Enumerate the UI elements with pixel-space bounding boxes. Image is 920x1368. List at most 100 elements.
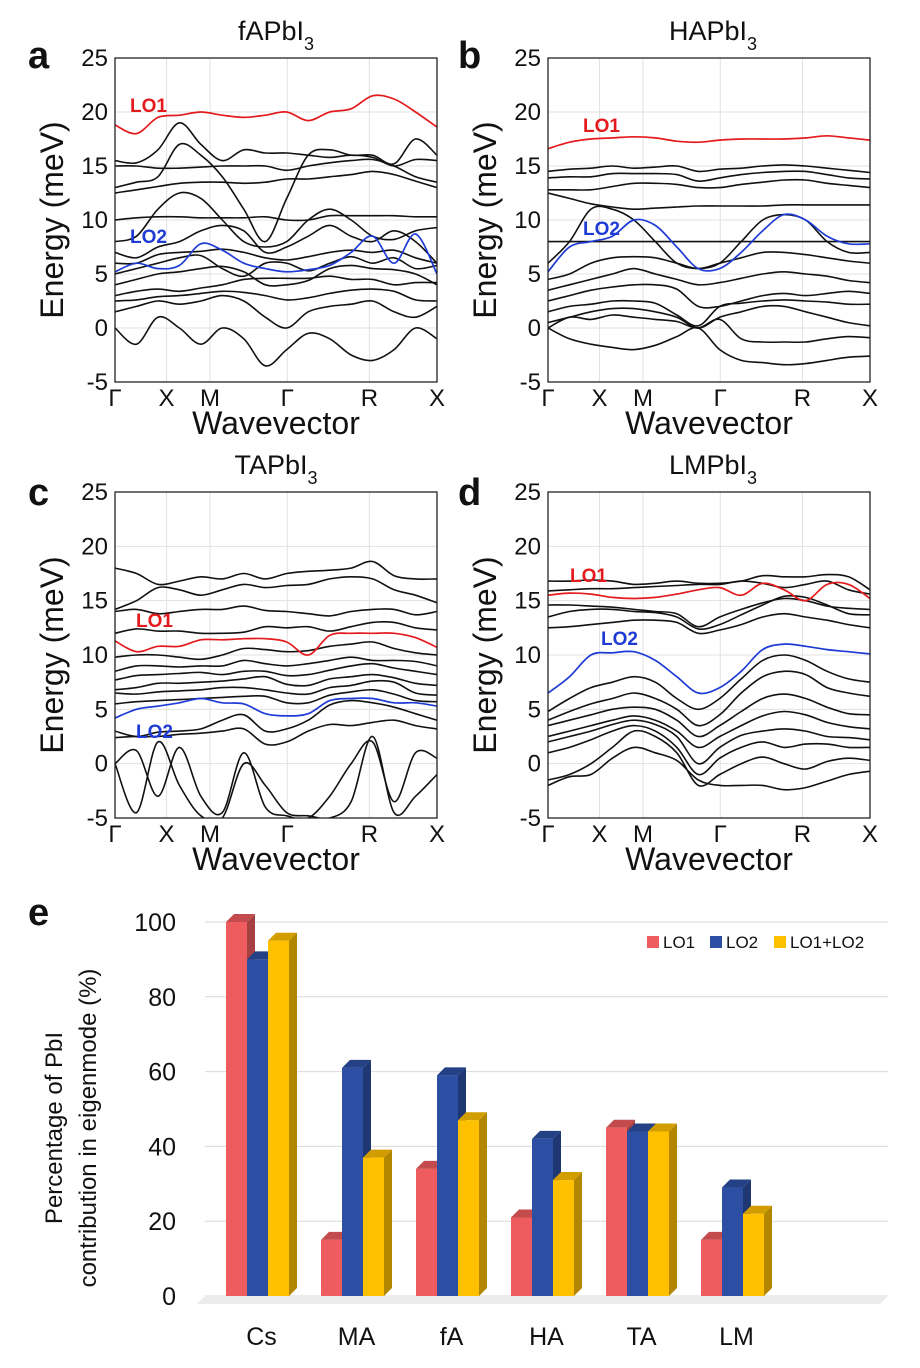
y-tick-label: -5 [520,805,541,832]
y-tick-label: -5 [87,369,108,396]
panel-title-subscript: 3 [747,468,757,488]
x-tick-label: X [592,821,608,848]
x-tick-label: X [592,385,608,412]
bar-front [342,1067,363,1296]
bar-side [479,1112,487,1296]
category-label: LM [719,1323,754,1351]
bar-side [669,1123,677,1296]
y-tick-label: 10 [81,642,108,669]
band-line [115,662,437,681]
x-tick-label: Γ [108,385,121,412]
panel-letter: d [458,472,481,514]
y-tick-label: 20 [148,1208,176,1236]
bar-front [226,922,247,1296]
y-axis-label-line1: Percentage of PbI [41,1032,68,1224]
band-line [115,621,437,635]
panel-e: e 100 80 60 40 20 0 Cs MA fA HA TA LM Percentage of P… [28,892,888,1351]
band-line [548,205,870,270]
category-label: HA [529,1323,564,1351]
bar-lo1-plus-lo2-lm [743,1205,772,1296]
bar-top [627,1123,656,1132]
bar-lo1-plus-lo2-ma [363,1149,392,1296]
bar-front [321,1239,342,1296]
band-line [548,746,870,791]
bar-top [553,1172,582,1181]
y-tick-label: 25 [514,479,541,506]
band-line [115,122,437,167]
band-line [548,299,870,327]
y-axis-label-line2: contribution in eigenmode (%) [75,969,102,1288]
panel-title-main: LMPbI [669,450,747,480]
band-line [115,719,437,746]
band-line [115,138,437,243]
y-tick-label: 15 [514,588,541,615]
y-tick-label: 10 [514,207,541,234]
y-tick-label: -5 [87,805,108,832]
legend-label: LO2 [726,933,758,952]
y-tick-label: 60 [148,1059,176,1087]
y-tick-label: 5 [528,696,541,723]
y-tick-label: 25 [81,45,108,72]
panel-title-subscript: 3 [308,468,318,488]
bar-front [743,1213,764,1296]
band-line [548,326,870,366]
band-line [548,170,870,182]
legend-swatch [647,936,659,948]
band-line [115,158,437,183]
y-tick-label: 25 [81,479,108,506]
x-tick-label: Γ [281,821,294,848]
lo1-label: LO1 [136,611,173,632]
y-axis-label: Energy (meV) [34,121,70,318]
category-label: fA [440,1323,464,1351]
band-line [115,735,437,818]
bar-front [511,1217,532,1296]
lo1-label: LO1 [583,116,620,137]
band-line [548,314,870,344]
x-axis-label: Wavevector [625,841,793,877]
bar-front [553,1180,574,1296]
category-label: MA [338,1323,376,1351]
legend-label: LO1 [663,933,695,952]
lo2-label: LO2 [130,227,167,248]
bar-top [437,1067,466,1076]
panel-letter: a [28,35,50,77]
band-line [548,594,870,630]
band-line [115,315,437,367]
band-line [115,673,437,691]
x-tick-label: R [361,821,378,848]
legend-label: LO1+LO2 [790,933,864,952]
y-tick-label: 25 [514,45,541,72]
y-tick-label: 20 [514,99,541,126]
y-tick-label: 20 [514,533,541,560]
lo1-label: LO1 [570,566,607,587]
bar-side [574,1172,582,1296]
band-line [548,597,870,628]
y-tick-label: 100 [134,909,176,937]
band-lo1 [115,94,437,135]
lo2-label: LO2 [601,629,638,650]
x-tick-label: X [159,385,175,412]
band-line [548,729,870,787]
bar-top [363,1149,392,1158]
x-tick-label: Γ [714,385,727,412]
band-line [548,251,870,281]
bar-top [606,1119,635,1128]
y-tick-label: 0 [528,315,541,342]
y-tick-label: 0 [162,1283,176,1311]
band-line [115,739,437,818]
band-line [548,267,870,291]
bar-front [701,1239,722,1296]
phonon-bands [548,573,870,791]
legend-swatch [710,936,722,948]
bar-front [268,940,289,1296]
band-line [115,656,437,673]
bar-top [226,914,255,922]
bar-front [363,1157,384,1296]
band-line [115,264,437,287]
panel-letter: b [458,35,481,77]
panel-title: HAPbI3 [669,16,757,54]
